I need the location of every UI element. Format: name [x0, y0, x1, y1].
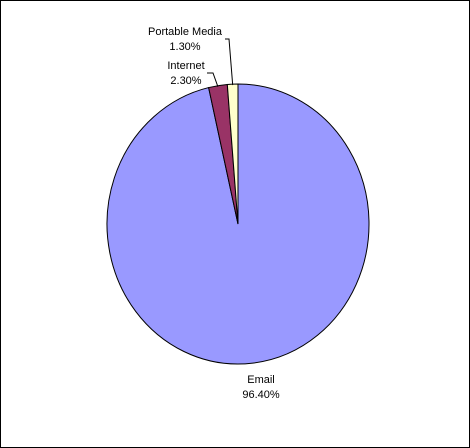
- slice-label-internet-name: Internet: [167, 60, 204, 72]
- slice-label-portable-media-value: 1.30%: [169, 41, 200, 53]
- leader-lines: [207, 39, 233, 87]
- slice-label-email-value: 96.40%: [242, 389, 280, 401]
- leader-line-portable-media: [225, 39, 233, 85]
- leader-line-internet: [207, 73, 218, 87]
- slice-label-internet-value: 2.30%: [170, 75, 201, 87]
- slice-label-portable-media-name: Portable Media: [148, 26, 223, 38]
- pie-slices: [107, 84, 369, 364]
- slice-label-email-name: Email: [247, 374, 275, 386]
